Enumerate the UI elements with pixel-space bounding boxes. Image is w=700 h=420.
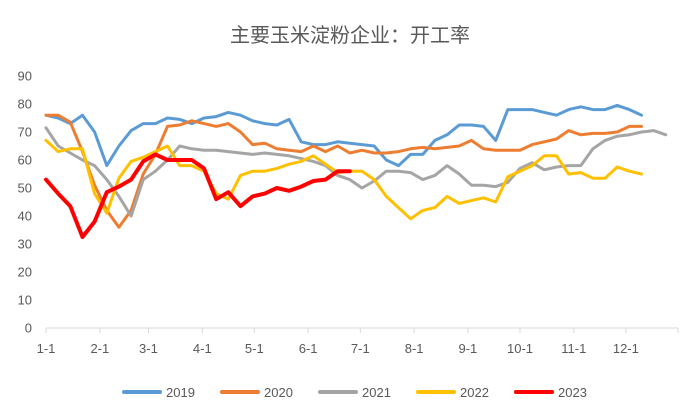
y-tick-label: 70 (18, 125, 32, 140)
series-line-2019 (44, 103, 643, 168)
y-tick-label: 80 (18, 97, 32, 112)
x-tick-label: 4-1 (193, 341, 212, 356)
legend-label-2019: 2019 (166, 385, 195, 400)
x-tick-label: 10-1 (507, 341, 533, 356)
y-tick-label: 20 (18, 265, 32, 280)
x-tick-label: 5-1 (245, 341, 264, 356)
y-tick-label: 60 (18, 153, 32, 168)
x-tick-label: 9-1 (458, 341, 477, 356)
x-tick-label: 3-1 (139, 341, 158, 356)
x-axis: 1-1 2-1 3-1 4-1 5-1 6-1 7-1 8-1 9-1 10-1 11-1 12-1 (37, 327, 679, 356)
legend-label-2022: 2022 (460, 385, 489, 400)
y-tick-label: 0 (25, 321, 32, 336)
y-axis: 0 10 20 30 40 50 60 70 80 90 (18, 69, 32, 336)
x-tick-label: 1-1 (37, 341, 56, 356)
x-tick-label: 2-1 (90, 341, 109, 356)
chart-title: 主要玉米淀粉企业：开工率 (230, 23, 470, 47)
legend-label-2020: 2020 (264, 385, 293, 400)
x-tick-label: 11-1 (561, 341, 586, 356)
legend: 2019 2020 2021 2022 2023 (122, 385, 587, 400)
series-line-2023 (44, 152, 352, 239)
y-tick-label: 30 (18, 237, 32, 252)
y-tick-label: 50 (18, 181, 32, 196)
y-tick-label: 10 (18, 293, 32, 308)
x-tick-label: 7-1 (351, 341, 370, 356)
x-tick-label: 12-1 (613, 341, 639, 356)
y-tick-label: 40 (18, 209, 32, 224)
x-tick-label: 6-1 (299, 341, 318, 356)
legend-label-2023: 2023 (558, 385, 587, 400)
series-lines (44, 103, 668, 239)
x-tick-label: 8-1 (405, 341, 424, 356)
legend-label-2021: 2021 (362, 385, 391, 400)
y-tick-label: 90 (18, 69, 32, 84)
series-line-2020 (44, 113, 643, 229)
